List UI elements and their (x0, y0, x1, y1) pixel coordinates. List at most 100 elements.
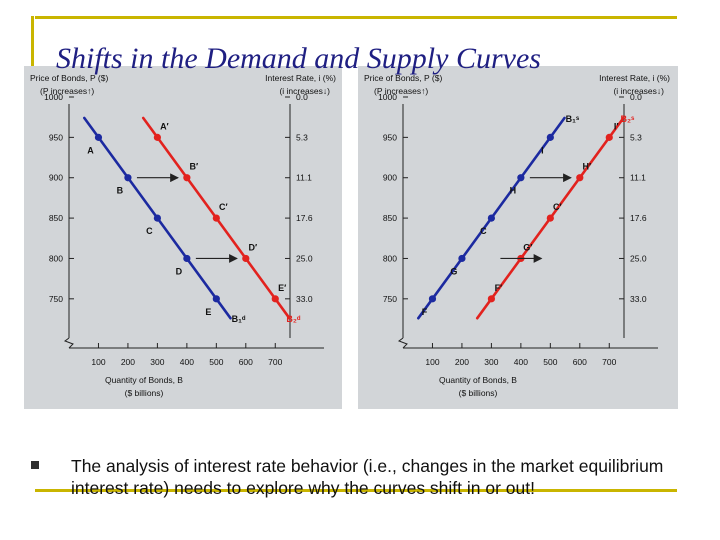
data-point (153, 214, 161, 222)
point-label: G (450, 266, 457, 276)
data-point (487, 295, 495, 303)
data-point (212, 214, 220, 222)
point-label: A (87, 145, 94, 155)
y-tick-label: 850 (383, 213, 397, 223)
data-point (183, 254, 191, 263)
point-label: I′ (614, 121, 619, 131)
y-right-tick-label: 5.3 (630, 132, 642, 142)
curve-label: B₁ˢ (566, 114, 580, 124)
x-tick-label: 200 (455, 357, 469, 367)
y-tick-label: 900 (383, 173, 397, 183)
point-label: C′ (219, 202, 228, 212)
point-label: I (541, 145, 544, 155)
data-point (605, 133, 613, 141)
y-right-tick-label: 5.3 (296, 132, 308, 142)
x-tick-label: 100 (425, 357, 439, 367)
data-point (487, 214, 495, 222)
data-point (428, 295, 437, 303)
point-label: A′ (160, 121, 169, 131)
point-label: D′ (248, 242, 257, 252)
y-tick-label: 950 (49, 132, 63, 142)
y-right-tick-label: 11.1 (630, 173, 646, 183)
point-label: H′ (582, 162, 591, 172)
point-label: F′ (495, 283, 503, 293)
y-right-tick-label: 25.0 (630, 253, 647, 263)
x-axis-title: Quantity of Bonds, B (439, 375, 517, 385)
data-point (183, 174, 191, 182)
curve-label: B₁ᵈ (232, 314, 246, 324)
y-tick-label: 950 (383, 132, 397, 142)
data-point (212, 295, 220, 303)
point-label: C′ (553, 202, 562, 212)
right-axis-title: Interest Rate, i (%) (599, 73, 670, 83)
point-label: B (117, 186, 124, 196)
x-tick-label: 500 (209, 357, 223, 367)
bottom-rule (35, 489, 677, 492)
y-tick-label: 900 (49, 173, 63, 183)
left-axis-title: Price of Bonds, P ($) (364, 73, 442, 83)
data-point (546, 214, 554, 222)
y-right-tick-label: 0.0 (296, 92, 308, 102)
axis-break (397, 337, 408, 349)
point-label: F (422, 307, 428, 317)
y-right-tick-label: 25.0 (296, 253, 313, 263)
slide-title: Shifts in the Demand and Supply Curves (56, 42, 541, 75)
supply-shift-chart: Price of Bonds, P ($) (P increases↑) Inter… (364, 73, 670, 398)
data-point (517, 174, 525, 182)
y-tick-label: 800 (383, 253, 397, 263)
x-tick-label: 100 (91, 357, 105, 367)
point-label: G′ (523, 242, 532, 252)
supply-shift-chart-panel: Price of Bonds, P ($) (P increases↑) Inter… (358, 66, 678, 409)
x-tick-label: 200 (121, 357, 135, 367)
point-label: E (205, 307, 211, 317)
x-tick-label: 400 (514, 357, 528, 367)
curve-label: B₂ᵈ (286, 314, 300, 324)
point-label: C (146, 226, 153, 236)
data-point (576, 174, 584, 182)
data-point (458, 254, 466, 263)
left-axis-title: Price of Bonds, P ($) (30, 73, 108, 83)
bullet-marker (31, 461, 39, 469)
point-label: E′ (278, 283, 286, 293)
y-right-tick-label: 33.0 (630, 294, 647, 304)
right-axis-subtitle: (i increases↓) (279, 86, 330, 96)
x-tick-label: 400 (180, 357, 194, 367)
right-axis-title: Interest Rate, i (%) (265, 73, 336, 83)
x-axis-subtitle: ($ billions) (459, 388, 498, 398)
data-point (153, 133, 161, 141)
y-right-tick-label: 17.6 (296, 213, 313, 223)
data-point (546, 133, 554, 141)
x-tick-label: 700 (268, 357, 282, 367)
data-point (124, 174, 132, 182)
y-tick-label: 1000 (44, 92, 63, 102)
y-tick-label: 750 (383, 294, 397, 304)
data-point (242, 254, 250, 263)
x-tick-label: 600 (239, 357, 253, 367)
point-label: C (480, 226, 487, 236)
y-tick-label: 750 (49, 294, 63, 304)
x-axis-title: Quantity of Bonds, B (105, 375, 183, 385)
left-axis-subtitle: (P increases↑) (374, 86, 428, 96)
y-right-tick-label: 11.1 (296, 173, 312, 183)
y-tick-label: 800 (49, 253, 63, 263)
x-tick-label: 600 (573, 357, 587, 367)
y-tick-label: 1000 (378, 92, 397, 102)
point-label: D (176, 266, 183, 276)
point-label: H (510, 186, 517, 196)
right-axis-subtitle: (i increases↓) (613, 86, 664, 96)
y-tick-label: 850 (49, 213, 63, 223)
point-label: B′ (190, 162, 199, 172)
left-axis-subtitle: (P increases↑) (40, 86, 94, 96)
x-tick-label: 700 (602, 357, 616, 367)
x-tick-label: 500 (543, 357, 557, 367)
demand-shift-chart-panel: Price of Bonds, P ($) (P increases↑) Inter… (24, 66, 342, 409)
x-axis-subtitle: ($ billions) (125, 388, 164, 398)
y-right-tick-label: 0.0 (630, 92, 642, 102)
axis-break (63, 337, 74, 349)
data-point (94, 133, 103, 141)
y-right-tick-label: 33.0 (296, 294, 313, 304)
demand-shift-chart: Price of Bonds, P ($) (P increases↑) Inter… (30, 73, 336, 398)
y-right-tick-label: 17.6 (630, 213, 647, 223)
x-tick-label: 300 (150, 357, 164, 367)
top-rule (35, 16, 677, 19)
